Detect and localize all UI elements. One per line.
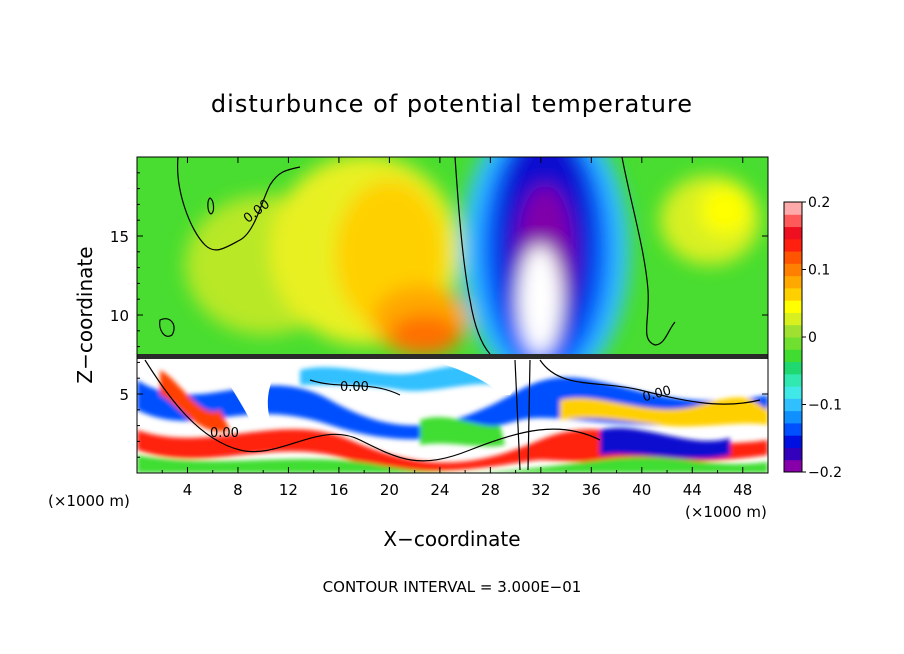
contour-right <box>621 157 676 346</box>
colorbar-cell <box>784 459 802 473</box>
colorbar-cell <box>784 349 802 363</box>
contour-left <box>177 157 301 251</box>
colorbar-cell <box>784 226 802 240</box>
colorbar-cell <box>784 410 802 424</box>
colorbar-cell <box>784 251 802 264</box>
band-yellow-1 <box>560 397 768 427</box>
contour-label: 0.00 <box>210 426 239 441</box>
contour-lines <box>144 157 761 471</box>
colorbar-cell <box>784 337 802 350</box>
colorbar-cell <box>784 202 802 215</box>
colorbar-cell <box>784 386 802 399</box>
x-tick-label: 20 <box>380 481 399 499</box>
contour-mid <box>454 157 491 355</box>
colorbar-cell <box>784 435 802 448</box>
colorbar-cell <box>784 238 802 252</box>
band-green-2 <box>420 417 505 447</box>
warm-blob-right-core <box>700 185 750 235</box>
y-tick-label: 5 <box>119 386 129 404</box>
y-tick-label: 10 <box>110 307 129 325</box>
cool-core <box>518 245 562 355</box>
x-tick-label: 24 <box>430 481 449 499</box>
contour-interval: CONTOUR INTERVAL = 3.000E−01 <box>323 578 582 596</box>
contour-lower-3 <box>309 379 401 396</box>
colorbar-cell <box>784 214 802 228</box>
white-plume-left <box>215 357 285 420</box>
white-plume-right <box>420 357 560 395</box>
contour-lower-1 <box>144 359 601 462</box>
contour-label: 0.00 <box>641 383 673 405</box>
colorbar-tick-label: −0.1 <box>808 398 842 414</box>
contour-small-1 <box>159 318 175 337</box>
colorbar-cell <box>784 361 802 375</box>
x-tick-label: 16 <box>329 481 348 499</box>
inversion-layer <box>137 354 768 359</box>
x-axis-unit: (×1000 m) <box>48 492 130 510</box>
x-tick-label: 32 <box>531 481 550 499</box>
colorbar-cell <box>784 287 802 301</box>
x-tick-label: 36 <box>582 481 601 499</box>
colorbar-tick-label: −0.2 <box>808 465 842 481</box>
chart-title: disturbunce of potential temperature <box>211 90 693 118</box>
x-tick-label: 8 <box>233 481 243 499</box>
colorbar-cell <box>784 300 802 313</box>
upper-field <box>185 157 760 390</box>
band-red-2 <box>160 370 230 432</box>
x-tick-label: 4 <box>183 481 193 499</box>
contour-small-2 <box>207 197 215 215</box>
colorbar-cell <box>784 373 802 387</box>
colorbar-cell <box>784 447 802 461</box>
band-cyan-1 <box>300 364 500 392</box>
y-tick-label: 15 <box>110 228 129 246</box>
x-tick-label: 28 <box>481 481 500 499</box>
x-tick-label: 44 <box>683 481 702 499</box>
x-tick-label: 48 <box>733 481 752 499</box>
colorbar-cell <box>784 324 802 338</box>
lower-field <box>137 354 768 473</box>
x-axis-label: X−coordinate <box>383 527 520 551</box>
colorbar-cell <box>784 263 802 277</box>
y-axis: 5 10 15 <box>110 172 768 458</box>
colorbar-cell <box>784 312 802 326</box>
band-green-1 <box>137 455 768 473</box>
colorbar-tick-label: 0 <box>808 330 817 346</box>
x-axis: 4 8 12 16 20 24 28 32 36 40 44 48 <box>161 157 752 499</box>
plot-area: 0.00 0.00 0.00 0.00 <box>137 157 768 473</box>
colorbar-tick-label: 0.2 <box>808 195 830 211</box>
y-axis-label: Z−coordinate <box>73 246 97 383</box>
x-tick-label: 40 <box>632 481 651 499</box>
warm-blob-hot <box>390 315 460 355</box>
colorbar: 0.2 0.1 0 −0.1 −0.2 <box>783 195 842 481</box>
band-blue-1 <box>137 377 768 440</box>
contour-lower-2 <box>539 359 761 405</box>
x-tick-label: 12 <box>279 481 298 499</box>
colorbar-cell <box>784 275 802 289</box>
band-blue-2 <box>600 427 730 459</box>
x-axis-unit-right: (×1000 m) <box>685 503 767 521</box>
contour-label: 0.00 <box>340 380 369 395</box>
contour-vertical-1 <box>514 359 521 471</box>
colorbar-cell <box>784 398 802 412</box>
contour-vertical-2 <box>527 359 531 471</box>
colorbar-tick-label: 0.1 <box>808 263 830 279</box>
colorbar-cell <box>784 422 802 436</box>
